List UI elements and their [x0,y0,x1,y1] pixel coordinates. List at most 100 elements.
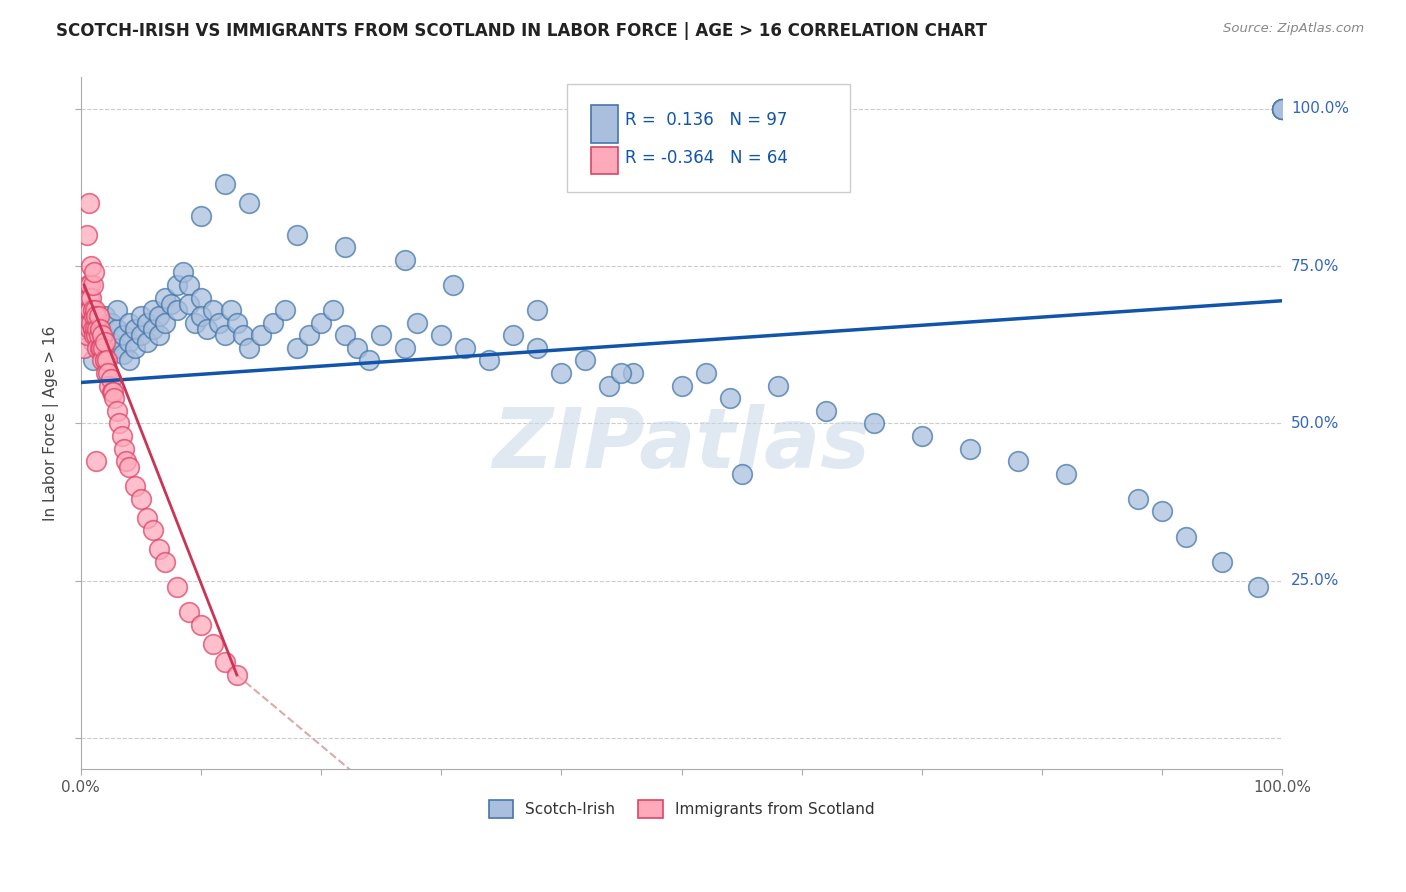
Point [285,227,308,242]
Point [232,328,254,343]
Point [105,322,128,336]
Point [100,316,122,330]
Point [84,303,107,318]
Point [80,259,103,273]
Point [111,347,134,361]
Point [129,328,152,343]
Point [695,366,717,380]
Point [84,310,107,324]
Point [959,442,981,456]
Point [84,322,107,336]
Point [77,291,100,305]
Point [172,265,194,279]
Text: 75.0%: 75.0% [1291,259,1339,274]
Point [86,341,108,355]
Point [550,366,572,380]
Point [100,334,122,349]
Point [1054,467,1077,481]
FancyBboxPatch shape [592,146,617,174]
Point [177,297,200,311]
Point [148,310,170,324]
Point [118,334,141,349]
Point [406,316,429,330]
Point [124,479,146,493]
Point [112,442,135,456]
Point [190,310,212,324]
Point [166,580,188,594]
Point [184,316,207,330]
Point [82,322,104,336]
Point [110,429,132,443]
Text: 25.0%: 25.0% [1291,574,1339,588]
Point [76,227,98,242]
Point [76,303,98,318]
Point [103,391,125,405]
Point [322,303,344,318]
Point [105,303,128,318]
Point [77,316,100,330]
Point [814,404,837,418]
Point [93,328,115,343]
Point [309,316,332,330]
Point [80,291,103,305]
Point [73,341,96,355]
Point [115,454,138,468]
Point [190,209,212,223]
Point [87,322,110,336]
Point [111,328,134,343]
Point [93,353,115,368]
Y-axis label: In Labor Force | Age > 16: In Labor Force | Age > 16 [44,326,59,521]
Point [333,240,356,254]
Point [76,328,98,343]
Point [79,322,101,336]
Point [1271,102,1294,116]
Point [718,391,741,405]
FancyBboxPatch shape [592,105,617,144]
Point [346,341,368,355]
Point [454,341,477,355]
Point [153,316,176,330]
Point [208,316,231,330]
Point [190,617,212,632]
Point [82,278,104,293]
Text: SCOTCH-IRISH VS IMMIGRANTS FROM SCOTLAND IN LABOR FORCE | AGE > 16 CORRELATION C: SCOTCH-IRISH VS IMMIGRANTS FROM SCOTLAND… [56,22,987,40]
Point [75,316,97,330]
Point [623,366,645,380]
Point [214,178,236,192]
Point [93,310,115,324]
Point [1007,454,1029,468]
Point [89,322,111,336]
Point [219,303,242,318]
Point [285,341,308,355]
Point [79,303,101,318]
Point [153,291,176,305]
Point [82,353,104,368]
Point [359,353,381,368]
Point [1247,580,1270,594]
Point [394,252,416,267]
Point [574,353,596,368]
Point [76,278,98,293]
Point [135,316,157,330]
FancyBboxPatch shape [568,85,849,192]
Point [177,605,200,619]
Point [101,384,124,399]
Point [124,322,146,336]
Point [100,372,122,386]
Point [91,353,114,368]
Point [298,328,321,343]
Point [250,328,273,343]
Point [93,341,115,355]
Point [1271,102,1294,116]
Point [108,417,131,431]
Point [214,656,236,670]
Point [478,353,501,368]
Point [730,467,752,481]
Point [502,328,524,343]
Point [238,196,260,211]
Point [83,265,105,279]
Point [89,341,111,355]
Point [135,334,157,349]
Point [84,454,107,468]
Point [153,555,176,569]
